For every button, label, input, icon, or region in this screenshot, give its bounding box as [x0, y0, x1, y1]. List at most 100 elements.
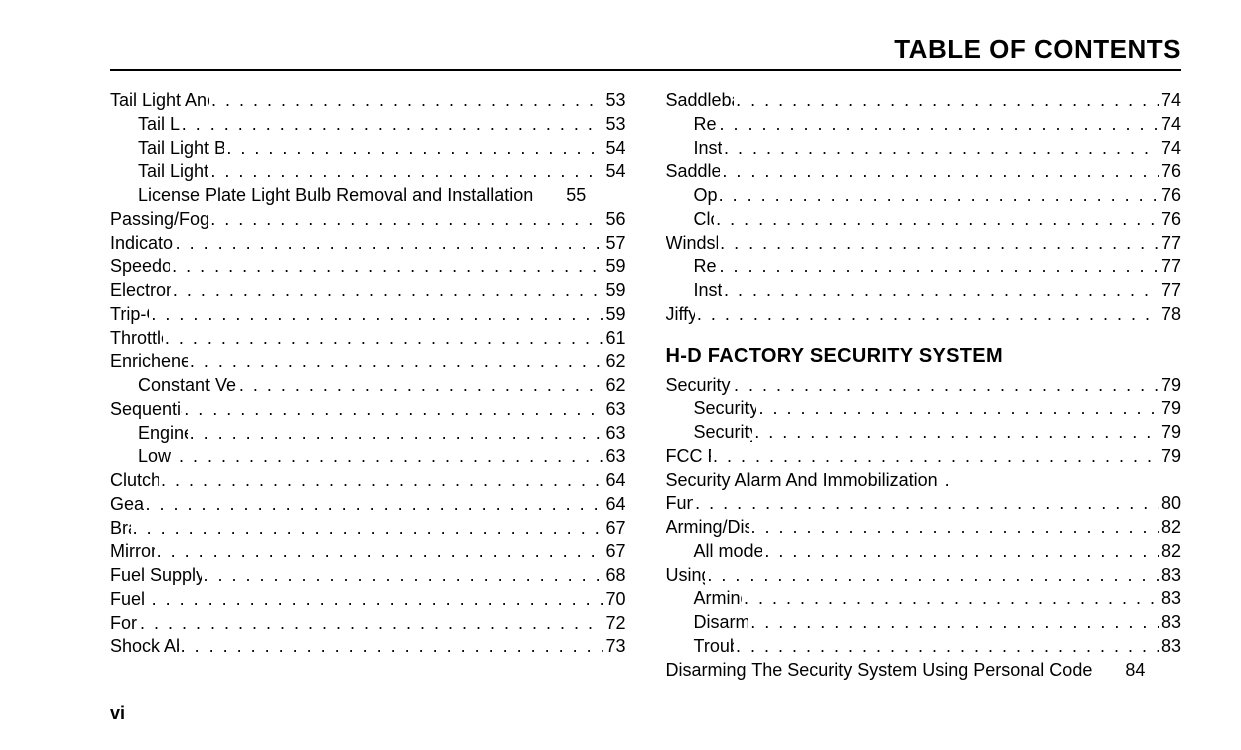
toc-page-number: 79 — [1161, 397, 1181, 421]
toc-leader — [190, 350, 604, 374]
toc-entry: Security System Operation 79 — [666, 397, 1182, 421]
toc-leader — [750, 611, 1159, 635]
toc-entry-label: Tail Light Bulb Removal and Installation — [110, 137, 224, 161]
toc-entry: Fork Lock 72 — [110, 612, 626, 636]
toc-entry-label: Indicator Lights - General — [110, 232, 174, 256]
toc-entry: Saddlebag Operation 76 — [666, 160, 1182, 184]
toc-entry-label: Saddlebag (FLSTC/FLSTS) — [666, 89, 735, 113]
toc-page-number: 79 — [1161, 445, 1181, 469]
toc-page-number: 70 — [605, 588, 625, 612]
toc-leader — [707, 564, 1159, 588]
toc-leader — [695, 492, 1159, 516]
toc-leader — [211, 89, 604, 113]
toc-entry-label: Saddlebag Operation — [666, 160, 721, 184]
toc-entry: Fuel Supply Valve (Carbureted Models) 68 — [110, 564, 626, 588]
toc-leader — [157, 540, 604, 564]
toc-page-number: 83 — [1161, 635, 1181, 659]
toc-leader — [751, 516, 1159, 540]
toc-entry-label: Security Alarm And Immobilization — [666, 469, 943, 493]
toc-entry-label: Engine Check Lamp — [110, 422, 188, 446]
toc-entry-label: Removal — [666, 113, 718, 137]
toc-entry-label: Speedometer/odometer — [110, 255, 170, 279]
toc-entry: Speedometer/odometer 59 — [110, 255, 626, 279]
toc-page-number: 62 — [605, 350, 625, 374]
toc-page-number: 74 — [1161, 89, 1181, 113]
page-title: TABLE OF CONTENTS — [110, 34, 1181, 65]
toc-leader — [716, 208, 1159, 232]
toc-entry-label: Low Fuel Lamp — [110, 445, 177, 469]
section-title: H-D FACTORY SECURITY SYSTEM — [666, 345, 1182, 368]
toc-page-number: 76 — [1161, 208, 1181, 232]
toc-leader — [172, 255, 603, 279]
toc-entry-label: Brakes — [110, 517, 131, 541]
toc-entry-label: Removal — [666, 255, 718, 279]
toc-entry: Troubleshooting 83 — [666, 635, 1182, 659]
toc-page-number: 77 — [1161, 255, 1181, 279]
toc-entry: Removal 77 — [666, 255, 1182, 279]
toc-entry: Throttle Control Grip 61 — [110, 327, 626, 351]
toc-entry-label: Installation — [666, 279, 722, 303]
toc-page-number: 68 — [605, 564, 625, 588]
toc-leader — [697, 303, 1159, 327]
toc-page-number: 62 — [605, 374, 625, 398]
toc-right-column: Saddlebag (FLSTC/FLSTS) 74Removal 74Inst… — [666, 89, 1182, 682]
toc-entry-label: Disarming The System — [666, 611, 749, 635]
toc-page-number: 53 — [605, 89, 625, 113]
toc-entry: Functions 80 — [666, 492, 1182, 516]
toc-page-number: 76 — [1161, 160, 1181, 184]
toc-page-number: 84 — [1109, 659, 1145, 683]
toc-entry-label: Installation — [666, 137, 722, 161]
toc-page-number: 59 — [605, 279, 625, 303]
toc-entry-label: Trip-Odometer — [110, 303, 149, 327]
toc-page-number: 59 — [605, 303, 625, 327]
page-number: vi — [110, 703, 125, 724]
toc-entry: Opening 76 — [666, 184, 1182, 208]
toc-leader — [181, 635, 604, 659]
toc-entry: Clutch Hand Lever 64 — [110, 469, 626, 493]
toc-leader — [133, 517, 604, 541]
toc-leader — [720, 232, 1159, 256]
toc-entry-label: Closing — [666, 208, 715, 232]
toc-entry: Tail Light Assembly Installation 54 — [110, 160, 626, 184]
toc-entry-label: Arming/Disarming Security System — [666, 516, 749, 540]
toc-leader — [146, 493, 604, 517]
toc-leader — [184, 398, 603, 422]
toc-entry: All models except EFI Softails 82 — [666, 540, 1182, 564]
toc-entry: Arming/Disarming Security System 82 — [666, 516, 1182, 540]
toc-entry: Installation 77 — [666, 279, 1182, 303]
toc-entry-label: Security System Operation — [666, 397, 757, 421]
toc-page-number: 83 — [1161, 587, 1181, 611]
toc-leader — [764, 540, 1159, 564]
toc-leader — [179, 445, 603, 469]
toc-entry: Engine Check Lamp 63 — [110, 422, 626, 446]
toc-leader — [239, 374, 604, 398]
toc-page-number: 54 — [605, 137, 625, 161]
toc-entry: Sequential Port Fuel Injection 63 — [110, 398, 626, 422]
toc-page-number: 54 — [605, 160, 625, 184]
toc-entry: Fuel Filler Cap 70 — [110, 588, 626, 612]
toc-leader — [719, 113, 1158, 137]
toc-page-number: 83 — [1161, 611, 1181, 635]
toc-entry: Constant Velocity (C.V.) Carburetor Enri… — [110, 374, 626, 398]
toc-entry-label: Tail Light Access — [110, 113, 180, 137]
toc-entry: Disarming The System 83 — [666, 611, 1182, 635]
toc-entry-label: Using Key Fob — [666, 564, 706, 588]
toc-entry-label: FCC Regulations — [666, 445, 711, 469]
toc-entry-label: Fuel Supply Valve (Carbureted Models) — [110, 564, 202, 588]
toc-entry-label: Disarming The Security System Using Pers… — [666, 659, 1098, 683]
toc-entry-label: Electronic Speedometer — [110, 279, 171, 303]
toc-entry-label: Enrichener (Carbureted Models) — [110, 350, 188, 374]
toc-entry-label: Gear Shifter — [110, 493, 144, 517]
toc-entry-label: Tail Light And License Plate Bulbs (FXST… — [110, 89, 209, 113]
toc-page-number: 77 — [1161, 279, 1181, 303]
toc-entry: FCC Regulations 79 — [666, 445, 1182, 469]
toc-leader — [719, 255, 1158, 279]
toc-entry: Security Alarm And Immobilization — [666, 469, 1182, 493]
toc-leader — [758, 397, 1158, 421]
toc-entry: Windshield (FLSTC) 77 — [666, 232, 1182, 256]
toc-leader — [744, 587, 1159, 611]
toc-page-number: 78 — [1161, 303, 1181, 327]
toc-entry-label: Constant Velocity (C.V.) Carburetor Enri… — [110, 374, 237, 398]
toc-entry-label: Arming The System — [666, 587, 742, 611]
toc-leader — [945, 469, 953, 493]
